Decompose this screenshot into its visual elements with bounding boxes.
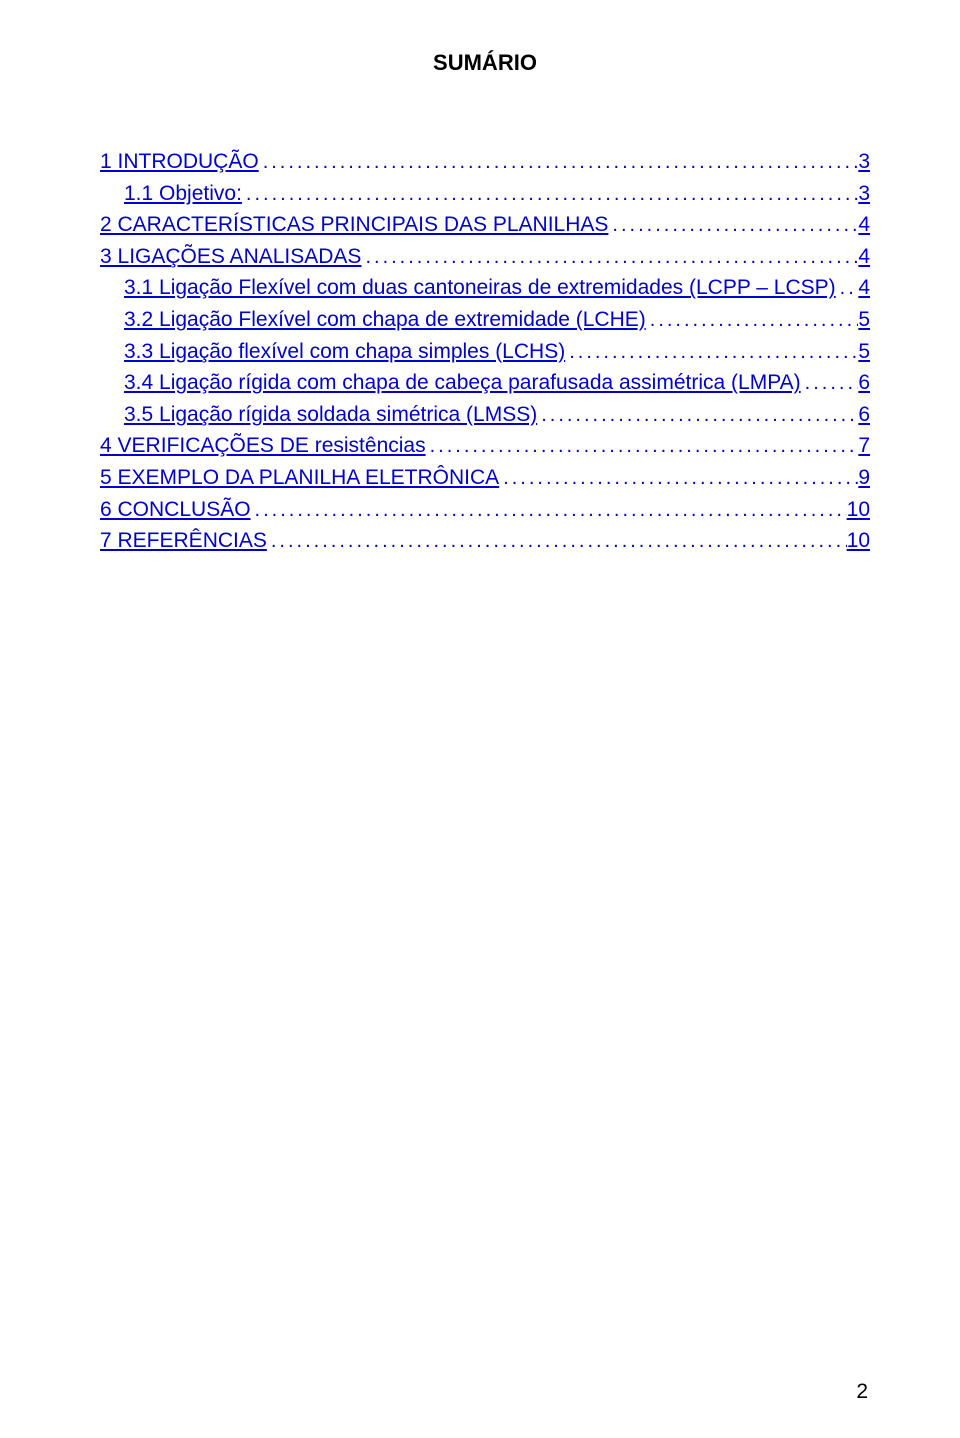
toc-link[interactable]: 3.2 Ligação Flexível com chapa de extrem… (124, 304, 646, 335)
toc-link[interactable]: 3.3 Ligação flexível com chapa simples (… (124, 336, 565, 367)
toc-page-link[interactable]: 9 (858, 462, 870, 493)
toc-entry: 1.1 Objetivo: 3 (100, 178, 870, 210)
toc-page-link[interactable]: 6 (858, 399, 870, 430)
table-of-contents: 1 INTRODUÇÃO 3 1.1 Objetivo: 3 2 CARACTERÍST… (100, 146, 870, 557)
toc-entry: 1 INTRODUÇÃO 3 (100, 146, 870, 178)
toc-leader-dots (499, 464, 858, 494)
toc-link[interactable]: 3.5 Ligação rígida soldada simétrica (LM… (124, 399, 537, 430)
toc-page-link[interactable]: 6 (858, 367, 870, 398)
toc-leader-dots (608, 211, 858, 241)
toc-leader-dots (242, 180, 858, 210)
toc-entry: 3.3 Ligação flexível com chapa simples (… (100, 336, 870, 368)
toc-leader-dots (565, 338, 858, 368)
toc-page-link[interactable]: 4 (858, 241, 870, 272)
document-page: SUMÁRIO 1 INTRODUÇÃO 3 1.1 Objetivo: 3 2 CAR… (0, 0, 960, 1438)
toc-link[interactable]: 7 REFERÊNCIAS (100, 525, 267, 556)
toc-entry: 4 VERIFICAÇÕES DE resistências 7 (100, 430, 870, 462)
toc-leader-dots (361, 243, 858, 273)
toc-link[interactable]: 3.4 Ligação rígida com chapa de cabeça p… (124, 367, 801, 398)
page-title: SUMÁRIO (100, 50, 870, 76)
toc-link[interactable]: 2 CARACTERÍSTICAS PRINCIPAIS DAS PLANILH… (100, 209, 608, 240)
toc-entry: 6 CONCLUSÃO 10 (100, 494, 870, 526)
toc-link[interactable]: 5 EXEMPLO DA PLANILHA ELETRÔNICA (100, 462, 499, 493)
toc-entry: 3.5 Ligação rígida soldada simétrica (LM… (100, 399, 870, 431)
toc-leader-dots (646, 306, 859, 336)
toc-leader-dots (537, 401, 858, 431)
toc-link[interactable]: 3.1 Ligação Flexível com duas cantoneira… (124, 272, 836, 303)
toc-entry: 3.1 Ligação Flexível com duas cantoneira… (100, 272, 870, 304)
toc-page-link[interactable]: 4 (858, 209, 870, 240)
toc-entry: 2 CARACTERÍSTICAS PRINCIPAIS DAS PLANILH… (100, 209, 870, 241)
toc-leader-dots (267, 527, 847, 557)
toc-page-link[interactable]: 3 (858, 178, 870, 209)
toc-link[interactable]: 1 INTRODUÇÃO (100, 146, 259, 177)
toc-entry: 5 EXEMPLO DA PLANILHA ELETRÔNICA 9 (100, 462, 870, 494)
toc-page-link[interactable]: 10 (847, 494, 870, 525)
toc-page-link[interactable]: 3 (858, 146, 870, 177)
toc-entry: 3.2 Ligação Flexível com chapa de extrem… (100, 304, 870, 336)
toc-leader-dots (259, 148, 859, 178)
toc-leader-dots (801, 369, 859, 399)
page-number: 2 (856, 1380, 868, 1404)
toc-page-link[interactable]: 7 (858, 430, 870, 461)
toc-link[interactable]: 1.1 Objetivo: (124, 178, 242, 209)
toc-entry: 3.4 Ligação rígida com chapa de cabeça p… (100, 367, 870, 399)
toc-link[interactable]: 3 LIGAÇÕES ANALISADAS (100, 241, 361, 272)
toc-leader-dots (426, 432, 859, 462)
toc-leader-dots (251, 496, 847, 526)
toc-link[interactable]: 4 VERIFICAÇÕES DE resistências (100, 430, 426, 461)
toc-page-link[interactable]: 10 (847, 525, 870, 556)
toc-page-link[interactable]: 4 (858, 272, 870, 303)
toc-entry: 3 LIGAÇÕES ANALISADAS 4 (100, 241, 870, 273)
toc-page-link[interactable]: 5 (858, 304, 870, 335)
toc-link[interactable]: 6 CONCLUSÃO (100, 494, 251, 525)
toc-entry: 7 REFERÊNCIAS 10 (100, 525, 870, 557)
toc-page-link[interactable]: 5 (858, 336, 870, 367)
toc-leader-dots (836, 274, 859, 304)
